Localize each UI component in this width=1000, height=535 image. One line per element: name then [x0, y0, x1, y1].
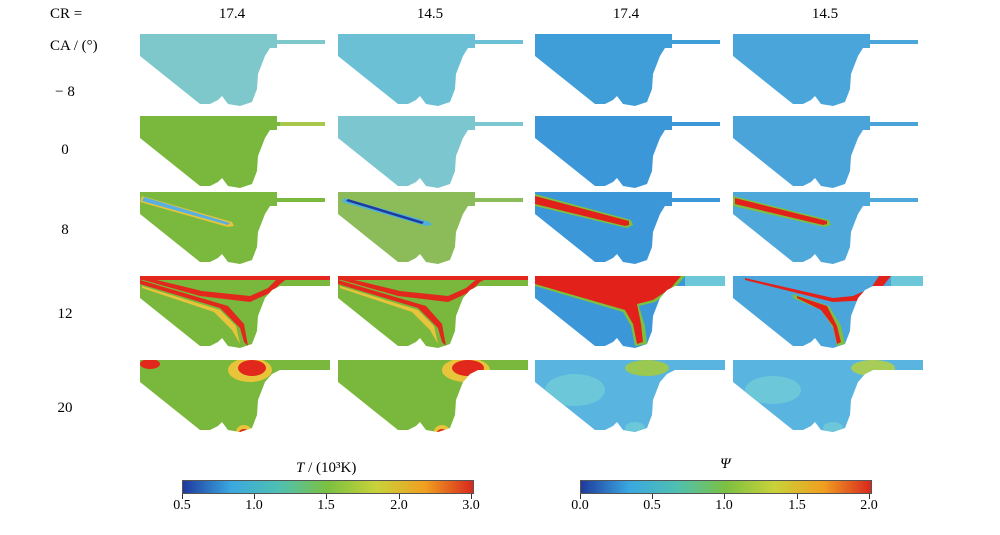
row-label-5: 20 [57, 400, 73, 416]
psi-tick-5 [869, 494, 870, 499]
column-header-2: 14.5 [416, 6, 444, 22]
panel-t-cr14-ca-20 [338, 360, 528, 432]
row-label-2: 0 [61, 142, 69, 158]
psi-tick-3 [724, 494, 725, 499]
psi-tick-2 [652, 494, 653, 499]
panel-psi-cr17-ca-8 [535, 192, 720, 264]
t-tick-label-2: 1.0 [245, 498, 263, 513]
t-tick-3 [326, 494, 327, 499]
panel-t-cr14-ca-8 [338, 192, 523, 264]
row-label-1: − 8 [55, 84, 75, 100]
psi-tick-1 [580, 494, 581, 499]
ca-label: CA / (°) [50, 38, 98, 54]
panel-t-cr17-ca-m8 [140, 34, 325, 106]
psi-tick-label-5: 2.0 [860, 498, 878, 513]
t-colorbar [182, 480, 474, 494]
psi-colorbar [580, 480, 872, 494]
psi-colorbar-title: Ψ [720, 456, 731, 472]
panel-psi-cr14-ca-20 [733, 360, 923, 432]
panel-psi-cr17-ca-20 [535, 360, 725, 432]
column-header-3: 17.4 [612, 6, 640, 22]
t-tick-label-3: 1.5 [317, 498, 335, 513]
psi-tick-label-4: 1.5 [788, 498, 806, 513]
panel-t-cr14-ca-0 [338, 116, 523, 188]
panel-psi-cr14-ca-0 [733, 116, 918, 188]
column-header-1: 17.4 [218, 6, 246, 22]
t-tick-label-4: 2.0 [390, 498, 408, 513]
panel-psi-cr17-ca-m8 [535, 34, 720, 106]
t-tick-4 [399, 494, 400, 499]
t-tick-2 [254, 494, 255, 499]
panel-psi-cr17-ca-0 [535, 116, 720, 188]
cr-label: CR = [50, 6, 83, 22]
psi-tick-label-1: 0.0 [571, 498, 589, 513]
t-tick-label-1: 0.5 [173, 498, 191, 513]
t-tick-label-5: 3.0 [462, 498, 480, 513]
panel-t-cr17-ca-8 [140, 192, 325, 264]
panel-t-cr14-ca-m8 [338, 34, 523, 106]
row-label-3: 8 [61, 222, 69, 238]
t-tick-1 [182, 494, 183, 499]
panel-psi-cr17-ca-12 [535, 276, 725, 348]
row-label-4: 12 [57, 306, 73, 322]
t-tick-5 [471, 494, 472, 499]
t-colorbar-symbol: T [296, 460, 305, 476]
panel-t-cr17-ca-12 [140, 276, 330, 348]
panel-t-cr17-ca-0 [140, 116, 325, 188]
t-colorbar-title: T / (10³K) [296, 460, 356, 477]
panel-t-cr17-ca-20 [140, 360, 330, 432]
panel-psi-cr14-ca-8 [733, 192, 918, 264]
t-colorbar-unit: / (10³K) [304, 460, 357, 476]
panel-t-cr14-ca-12 [338, 276, 528, 348]
panel-psi-cr14-ca-12 [733, 276, 923, 348]
psi-tick-label-3: 1.0 [715, 498, 733, 513]
psi-tick-4 [797, 494, 798, 499]
column-header-4: 14.5 [811, 6, 839, 22]
psi-tick-label-2: 0.5 [643, 498, 661, 513]
panel-psi-cr14-ca-m8 [733, 34, 918, 106]
